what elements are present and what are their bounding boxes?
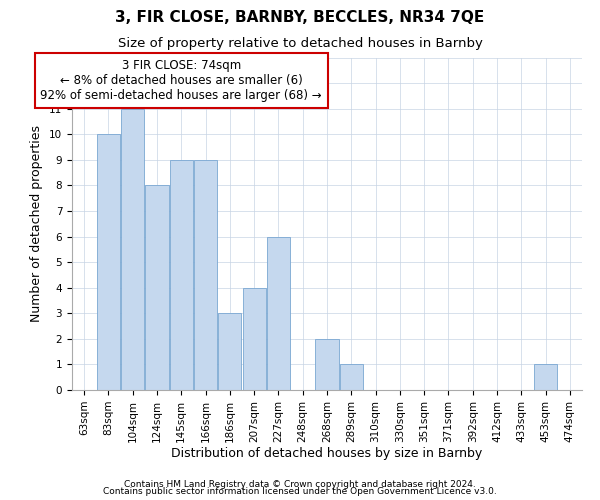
- Text: 3 FIR CLOSE: 74sqm
← 8% of detached houses are smaller (6)
92% of semi-detached : 3 FIR CLOSE: 74sqm ← 8% of detached hous…: [40, 59, 322, 102]
- Y-axis label: Number of detached properties: Number of detached properties: [31, 125, 43, 322]
- Bar: [121, 108, 144, 390]
- Bar: [340, 364, 363, 390]
- Text: Contains HM Land Registry data © Crown copyright and database right 2024.: Contains HM Land Registry data © Crown c…: [124, 480, 476, 489]
- Bar: [534, 364, 557, 390]
- Text: 3, FIR CLOSE, BARNBY, BECCLES, NR34 7QE: 3, FIR CLOSE, BARNBY, BECCLES, NR34 7QE: [115, 10, 485, 25]
- Bar: [267, 236, 290, 390]
- Bar: [316, 339, 338, 390]
- Text: Contains public sector information licensed under the Open Government Licence v3: Contains public sector information licen…: [103, 487, 497, 496]
- X-axis label: Distribution of detached houses by size in Barnby: Distribution of detached houses by size …: [172, 448, 482, 460]
- Bar: [170, 160, 193, 390]
- Bar: [242, 288, 266, 390]
- Bar: [145, 186, 169, 390]
- Bar: [97, 134, 120, 390]
- Bar: [194, 160, 217, 390]
- Text: Size of property relative to detached houses in Barnby: Size of property relative to detached ho…: [118, 38, 482, 51]
- Bar: [218, 314, 241, 390]
